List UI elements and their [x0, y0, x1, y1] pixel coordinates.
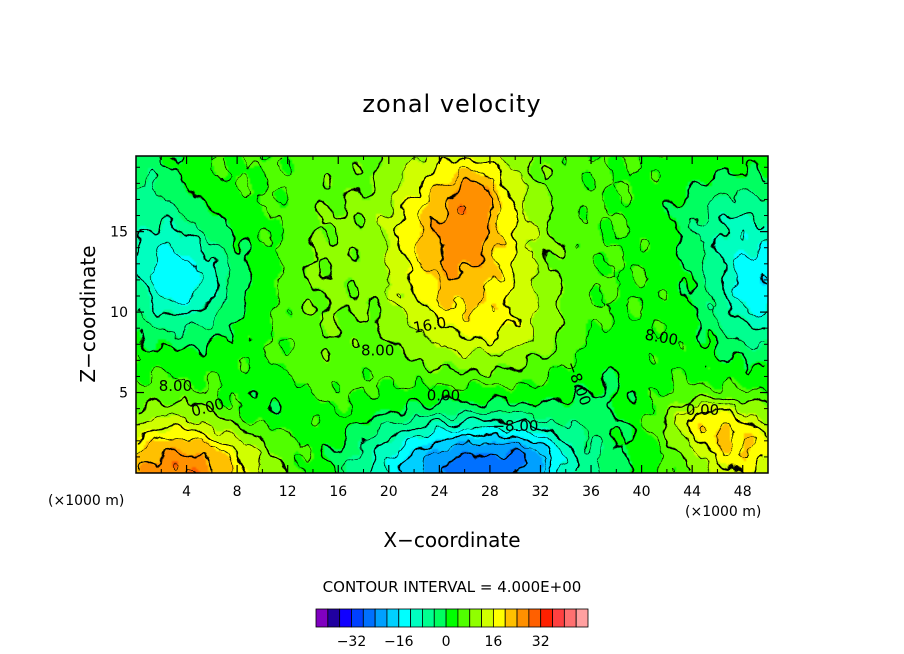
- velocity-field: 16.08.008.000.00 0.00−8.00−8.008.000.00: [136, 156, 768, 473]
- colorbar-swatch: [433, 608, 447, 628]
- colorbar-swatch: [469, 608, 482, 628]
- colorbar-swatch: [339, 608, 352, 628]
- contour-interval-label: CONTOUR INTERVAL = 4.000E+00: [323, 578, 582, 596]
- contour-label: 8.00: [159, 377, 192, 395]
- chart-title: zonal velocity: [362, 90, 541, 118]
- contour-line-pos20: [136, 167, 756, 473]
- x-tick-label: 36: [582, 484, 600, 500]
- contour-label: 8.00: [643, 326, 679, 350]
- x-tick-label: 4: [182, 484, 191, 500]
- colorbar: [315, 608, 589, 628]
- colorbar-tick-label: 0: [442, 634, 451, 650]
- contour-line-pos4: [136, 156, 768, 473]
- x-tick-label: 32: [532, 484, 550, 500]
- colorbar-swatch: [422, 608, 435, 628]
- y-axis-label: Z−coordinate: [76, 245, 100, 382]
- x-unit-left: (×1000 m): [48, 493, 124, 509]
- x-tick-label: 8: [233, 484, 242, 500]
- contour-labels: 16.08.008.000.00 0.00−8.00−8.008.000.00: [159, 313, 719, 435]
- colorbar-swatch: [398, 608, 412, 628]
- colorbar-swatch: [457, 608, 471, 628]
- colorbar-swatch: [575, 608, 589, 628]
- y-tick-label: 15: [110, 225, 128, 241]
- contour-line-pos12: [136, 156, 768, 473]
- contour-label: 0.00: [427, 387, 460, 405]
- colorbar-tick-label: −16: [384, 634, 414, 650]
- colorbar-tick-label: 16: [484, 634, 502, 650]
- colorbar-ticks: −32 −16 0 16 32: [337, 634, 550, 650]
- colorbar-swatch: [374, 608, 388, 628]
- contour-line-neg20: [423, 442, 544, 473]
- contour-line-neg8: [136, 211, 768, 473]
- colorbar-swatch: [481, 608, 494, 628]
- colorbar-swatch: [386, 608, 400, 628]
- contour-label-text: 8.00: [159, 377, 192, 395]
- contour-label-text: −8.00: [492, 417, 538, 435]
- colorbar-tick-label: 32: [532, 634, 550, 650]
- colorbar-swatch: [410, 608, 423, 628]
- contour-label: 0.00: [686, 401, 719, 419]
- colorbar-swatch: [362, 608, 376, 628]
- colorbar-tick-label: −32: [337, 634, 367, 650]
- x-tick-label: 12: [279, 484, 297, 500]
- colorbar-swatch: [504, 608, 518, 628]
- contour-label-text: 16.0: [412, 313, 448, 337]
- plot-frame: [135, 155, 769, 474]
- contour-line-pos8: [137, 156, 768, 473]
- contour-label-text: 8.00: [361, 342, 394, 360]
- contour-line-pos0: [136, 156, 768, 473]
- x-tick-label: 16: [329, 484, 347, 500]
- colorbar-swatch: [327, 608, 341, 628]
- contour-label-text: 0.00: [427, 387, 460, 405]
- contour-line-pos24: [139, 176, 494, 473]
- colorbar-swatch: [315, 608, 329, 628]
- contour-label: 16.0: [412, 313, 448, 337]
- x-unit-right: (×1000 m): [685, 504, 761, 520]
- x-tick-label: 28: [481, 484, 499, 500]
- x-axis: 4 8 12 16 20 24 28 32 36 40 44 48: [160, 156, 752, 500]
- x-tick-label: 40: [633, 484, 651, 500]
- contour-line-neg12: [150, 231, 768, 473]
- colorbar-swatch: [445, 608, 459, 628]
- colorbar-swatch: [516, 608, 530, 628]
- y-tick-label: 5: [119, 386, 128, 402]
- contour-line-pos28: [171, 204, 466, 473]
- contour-lines: [136, 156, 768, 473]
- colorbar-swatch: [528, 608, 542, 628]
- x-tick-label: 20: [380, 484, 398, 500]
- contour-line-neg4: [136, 166, 768, 473]
- colorbar-swatch: [351, 608, 364, 628]
- x-axis-label: X−coordinate: [383, 528, 520, 552]
- contour-label: −8.00: [492, 417, 538, 435]
- contour-label: 8.00: [361, 342, 394, 360]
- colorbar-swatch: [540, 608, 553, 628]
- contour-label-text: 8.00: [643, 326, 679, 350]
- contour-line-pos16: [136, 156, 768, 473]
- x-tick-label: 24: [430, 484, 448, 500]
- y-tick-label: 10: [110, 305, 128, 321]
- colorbar-swatch: [492, 608, 506, 628]
- x-tick-label: 48: [734, 484, 752, 500]
- x-tick-label: 44: [683, 484, 701, 500]
- contour-line-neg24: [442, 448, 528, 473]
- contour-line-neg16: [397, 275, 767, 473]
- y-axis: 5 10 15: [110, 166, 768, 458]
- contour-label-text: 0.00: [686, 401, 719, 419]
- colorbar-swatch: [552, 608, 565, 628]
- colorbar-swatch: [563, 608, 577, 628]
